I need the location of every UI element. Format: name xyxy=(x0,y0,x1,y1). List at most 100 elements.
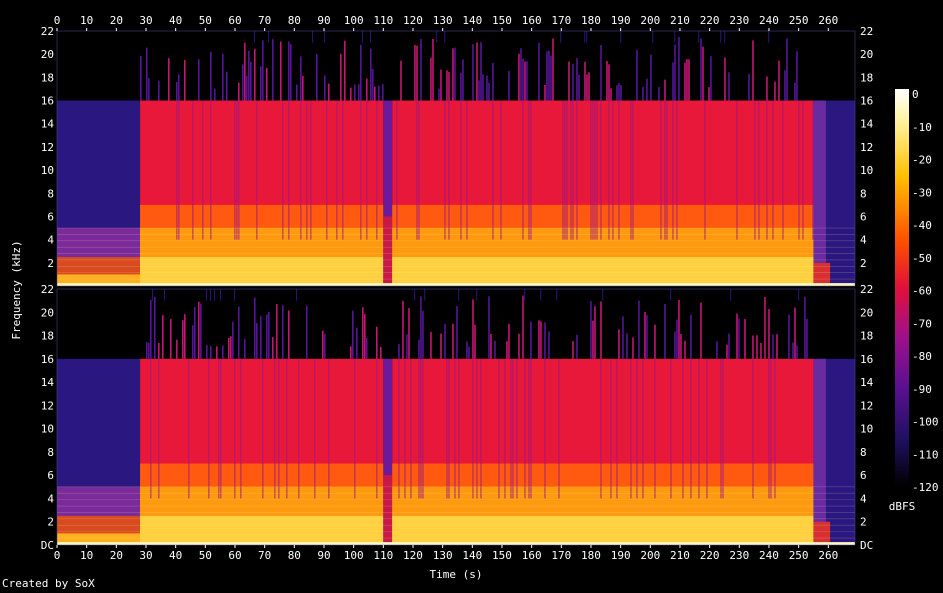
x-tick-label-bottom: 20 xyxy=(110,549,123,562)
segment-loud xyxy=(392,31,814,286)
dc-strip xyxy=(57,542,855,545)
y-tick-label-right: 22 xyxy=(860,283,873,296)
x-tick-label-bottom: 120 xyxy=(403,549,423,562)
x-tick-label-top: 40 xyxy=(169,14,182,27)
y-tick-label-left: 22 xyxy=(41,283,54,296)
colorbar-tick-label: -90 xyxy=(912,383,932,396)
y-tick-label-left: 14 xyxy=(41,118,55,131)
x-tick-label-top: 0 xyxy=(54,14,61,27)
x-tick-label-bottom: 220 xyxy=(700,549,720,562)
x-tick-label-bottom: 210 xyxy=(670,549,690,562)
colorbar-tick-label: -60 xyxy=(912,285,932,298)
dc-strip xyxy=(57,283,855,286)
plot-border xyxy=(56,30,856,287)
y-tick-label-left: 2 xyxy=(47,516,54,529)
x-axis-label: Time (s) xyxy=(430,568,483,581)
y-tick-label-right: 14 xyxy=(860,376,874,389)
y-tick-label-right: 8 xyxy=(860,446,867,459)
x-tick-label-bottom: 200 xyxy=(640,549,660,562)
x-tick-label-bottom: 260 xyxy=(818,549,838,562)
x-tick-label-top: 50 xyxy=(199,14,212,27)
x-tick-label-bottom: 0 xyxy=(54,549,61,562)
y-tick-label-left: 22 xyxy=(41,25,54,38)
x-tick-label-top: 130 xyxy=(433,14,453,27)
x-tick-label-top: 260 xyxy=(818,14,838,27)
y-tick-label-left: 14 xyxy=(41,376,55,389)
y-tick-label-right: 6 xyxy=(860,210,867,223)
y-tick-label-left: 4 xyxy=(47,492,54,505)
segment-dip xyxy=(383,100,393,286)
x-tick-label-top: 170 xyxy=(551,14,571,27)
y-tick-label-left: 6 xyxy=(47,210,54,223)
x-tick-label-bottom: 90 xyxy=(317,549,330,562)
colorbar-tick-label: -70 xyxy=(912,317,932,330)
colorbar-tick-label: -30 xyxy=(912,186,932,199)
y-tick-label-left: 16 xyxy=(41,95,54,108)
x-tick-label-bottom: 170 xyxy=(551,549,571,562)
x-tick-label-bottom: 160 xyxy=(522,549,542,562)
y-tick-label-right: 16 xyxy=(860,95,873,108)
y-tick-label-right: 22 xyxy=(860,25,873,38)
colorbar-label: dBFS xyxy=(889,500,916,513)
y-tick-label-right: DC xyxy=(860,539,873,552)
x-tick-label-top: 10 xyxy=(80,14,93,27)
y-tick-label-right: 20 xyxy=(860,306,873,319)
y-tick-label-right: 10 xyxy=(860,164,873,177)
colorbar-tick-label: -110 xyxy=(912,448,939,461)
colorbar-ticks: 0 -10 -20 -30 -40 -50 -60 -70 -80 -90 -100 -110 -120 xyxy=(912,88,939,494)
x-tick-label-top: 230 xyxy=(729,14,749,27)
x-tick-label-top: 110 xyxy=(373,14,393,27)
y-tick-label-left: 18 xyxy=(41,330,54,343)
x-tick-label-bottom: 250 xyxy=(789,549,809,562)
y-tick-label-left: 10 xyxy=(41,164,54,177)
colorbar-tick-label: 0 xyxy=(912,88,919,101)
y-tick-label-right: 14 xyxy=(860,118,874,131)
colorbar-tick-label: -20 xyxy=(912,154,932,167)
x-axis-top: 0 10 20 30 40 50 60 70 80 90 100 110 120 130 140 150 160… xyxy=(54,14,838,31)
y-axis-label: Frequency (kHz) xyxy=(10,240,23,339)
y-tick-label-right: 4 xyxy=(860,492,867,505)
channel-2 xyxy=(56,288,856,546)
y-tick-label-left: 4 xyxy=(47,234,54,247)
y-tick-label-right: 20 xyxy=(860,48,873,61)
x-tick-label-top: 20 xyxy=(110,14,123,27)
y-tick-label-left: 8 xyxy=(47,187,54,200)
segment-loud xyxy=(392,289,814,545)
colorbar xyxy=(895,89,909,487)
y-tick-label-left: 16 xyxy=(41,353,54,366)
y-tick-label-right: 8 xyxy=(860,187,867,200)
y-tick-label-right: 16 xyxy=(860,353,873,366)
y-tick-label-right: 12 xyxy=(860,141,873,154)
x-tick-label-bottom: 50 xyxy=(199,549,212,562)
y-tick-label-right: 12 xyxy=(860,399,873,412)
y-tick-label-right: 18 xyxy=(860,71,873,84)
y-tick-label-right: 2 xyxy=(860,516,867,529)
credit-text: Created by SoX xyxy=(2,577,95,590)
x-tick-label-top: 90 xyxy=(317,14,330,27)
x-tick-label-bottom: 230 xyxy=(729,549,749,562)
colorbar-tick-label: -100 xyxy=(912,416,939,429)
x-tick-label-top: 180 xyxy=(581,14,601,27)
y-tick-label-left: 2 xyxy=(47,257,54,270)
segment-fade xyxy=(813,358,855,545)
x-tick-label-bottom: 30 xyxy=(139,549,152,562)
y-tick-label-left: 8 xyxy=(47,446,54,459)
x-tick-label-top: 160 xyxy=(522,14,542,27)
x-tick-label-bottom: 100 xyxy=(344,549,364,562)
x-tick-label-top: 120 xyxy=(403,14,423,27)
x-tick-label-bottom: 80 xyxy=(288,549,301,562)
x-axis-bottom: 0 10 20 30 40 50 60 70 80 90 100 110 120 130 140 150 160… xyxy=(54,545,838,562)
segment-fade xyxy=(813,100,855,286)
x-tick-label-top: 100 xyxy=(344,14,364,27)
y-tick-label-left: DC xyxy=(41,539,54,552)
segment-loud xyxy=(140,31,384,286)
y-tick-label-left: 10 xyxy=(41,423,54,436)
x-tick-label-top: 30 xyxy=(139,14,152,27)
x-tick-label-bottom: 10 xyxy=(80,549,93,562)
y-tick-label-left: 6 xyxy=(47,469,54,482)
segment-quiet xyxy=(57,358,141,545)
x-tick-label-top: 150 xyxy=(492,14,512,27)
y-tick-label-left: 18 xyxy=(41,71,54,84)
